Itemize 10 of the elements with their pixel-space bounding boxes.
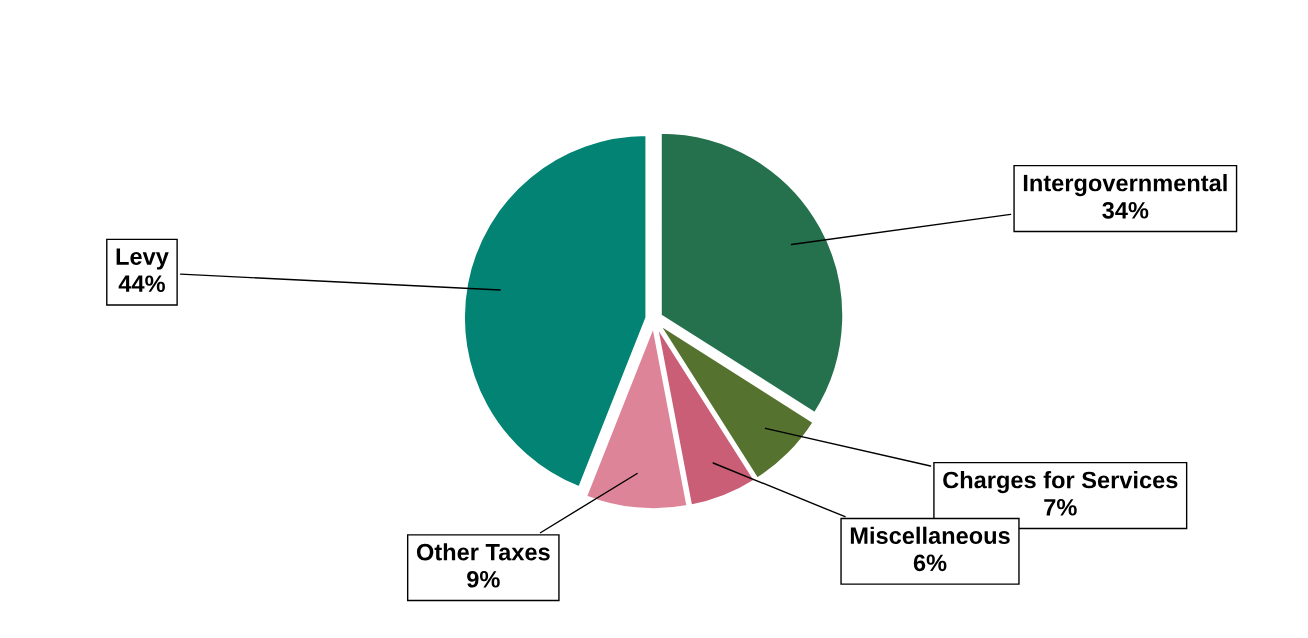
data-label: 44%: [118, 275, 165, 293]
data-label: 9%: [467, 570, 500, 588]
slice-label: Other Taxes: [416, 543, 550, 561]
slice-label: Miscellaneous: [850, 526, 1010, 545]
data-label: 6%: [913, 554, 947, 572]
slice-label: Levy: [116, 248, 169, 270]
slice-label: Intergovernmental: [1023, 174, 1227, 197]
slice-label: Charges for Services: [943, 471, 1178, 494]
data-label: 34%: [1102, 201, 1149, 219]
data-label: 7%: [1044, 498, 1077, 516]
